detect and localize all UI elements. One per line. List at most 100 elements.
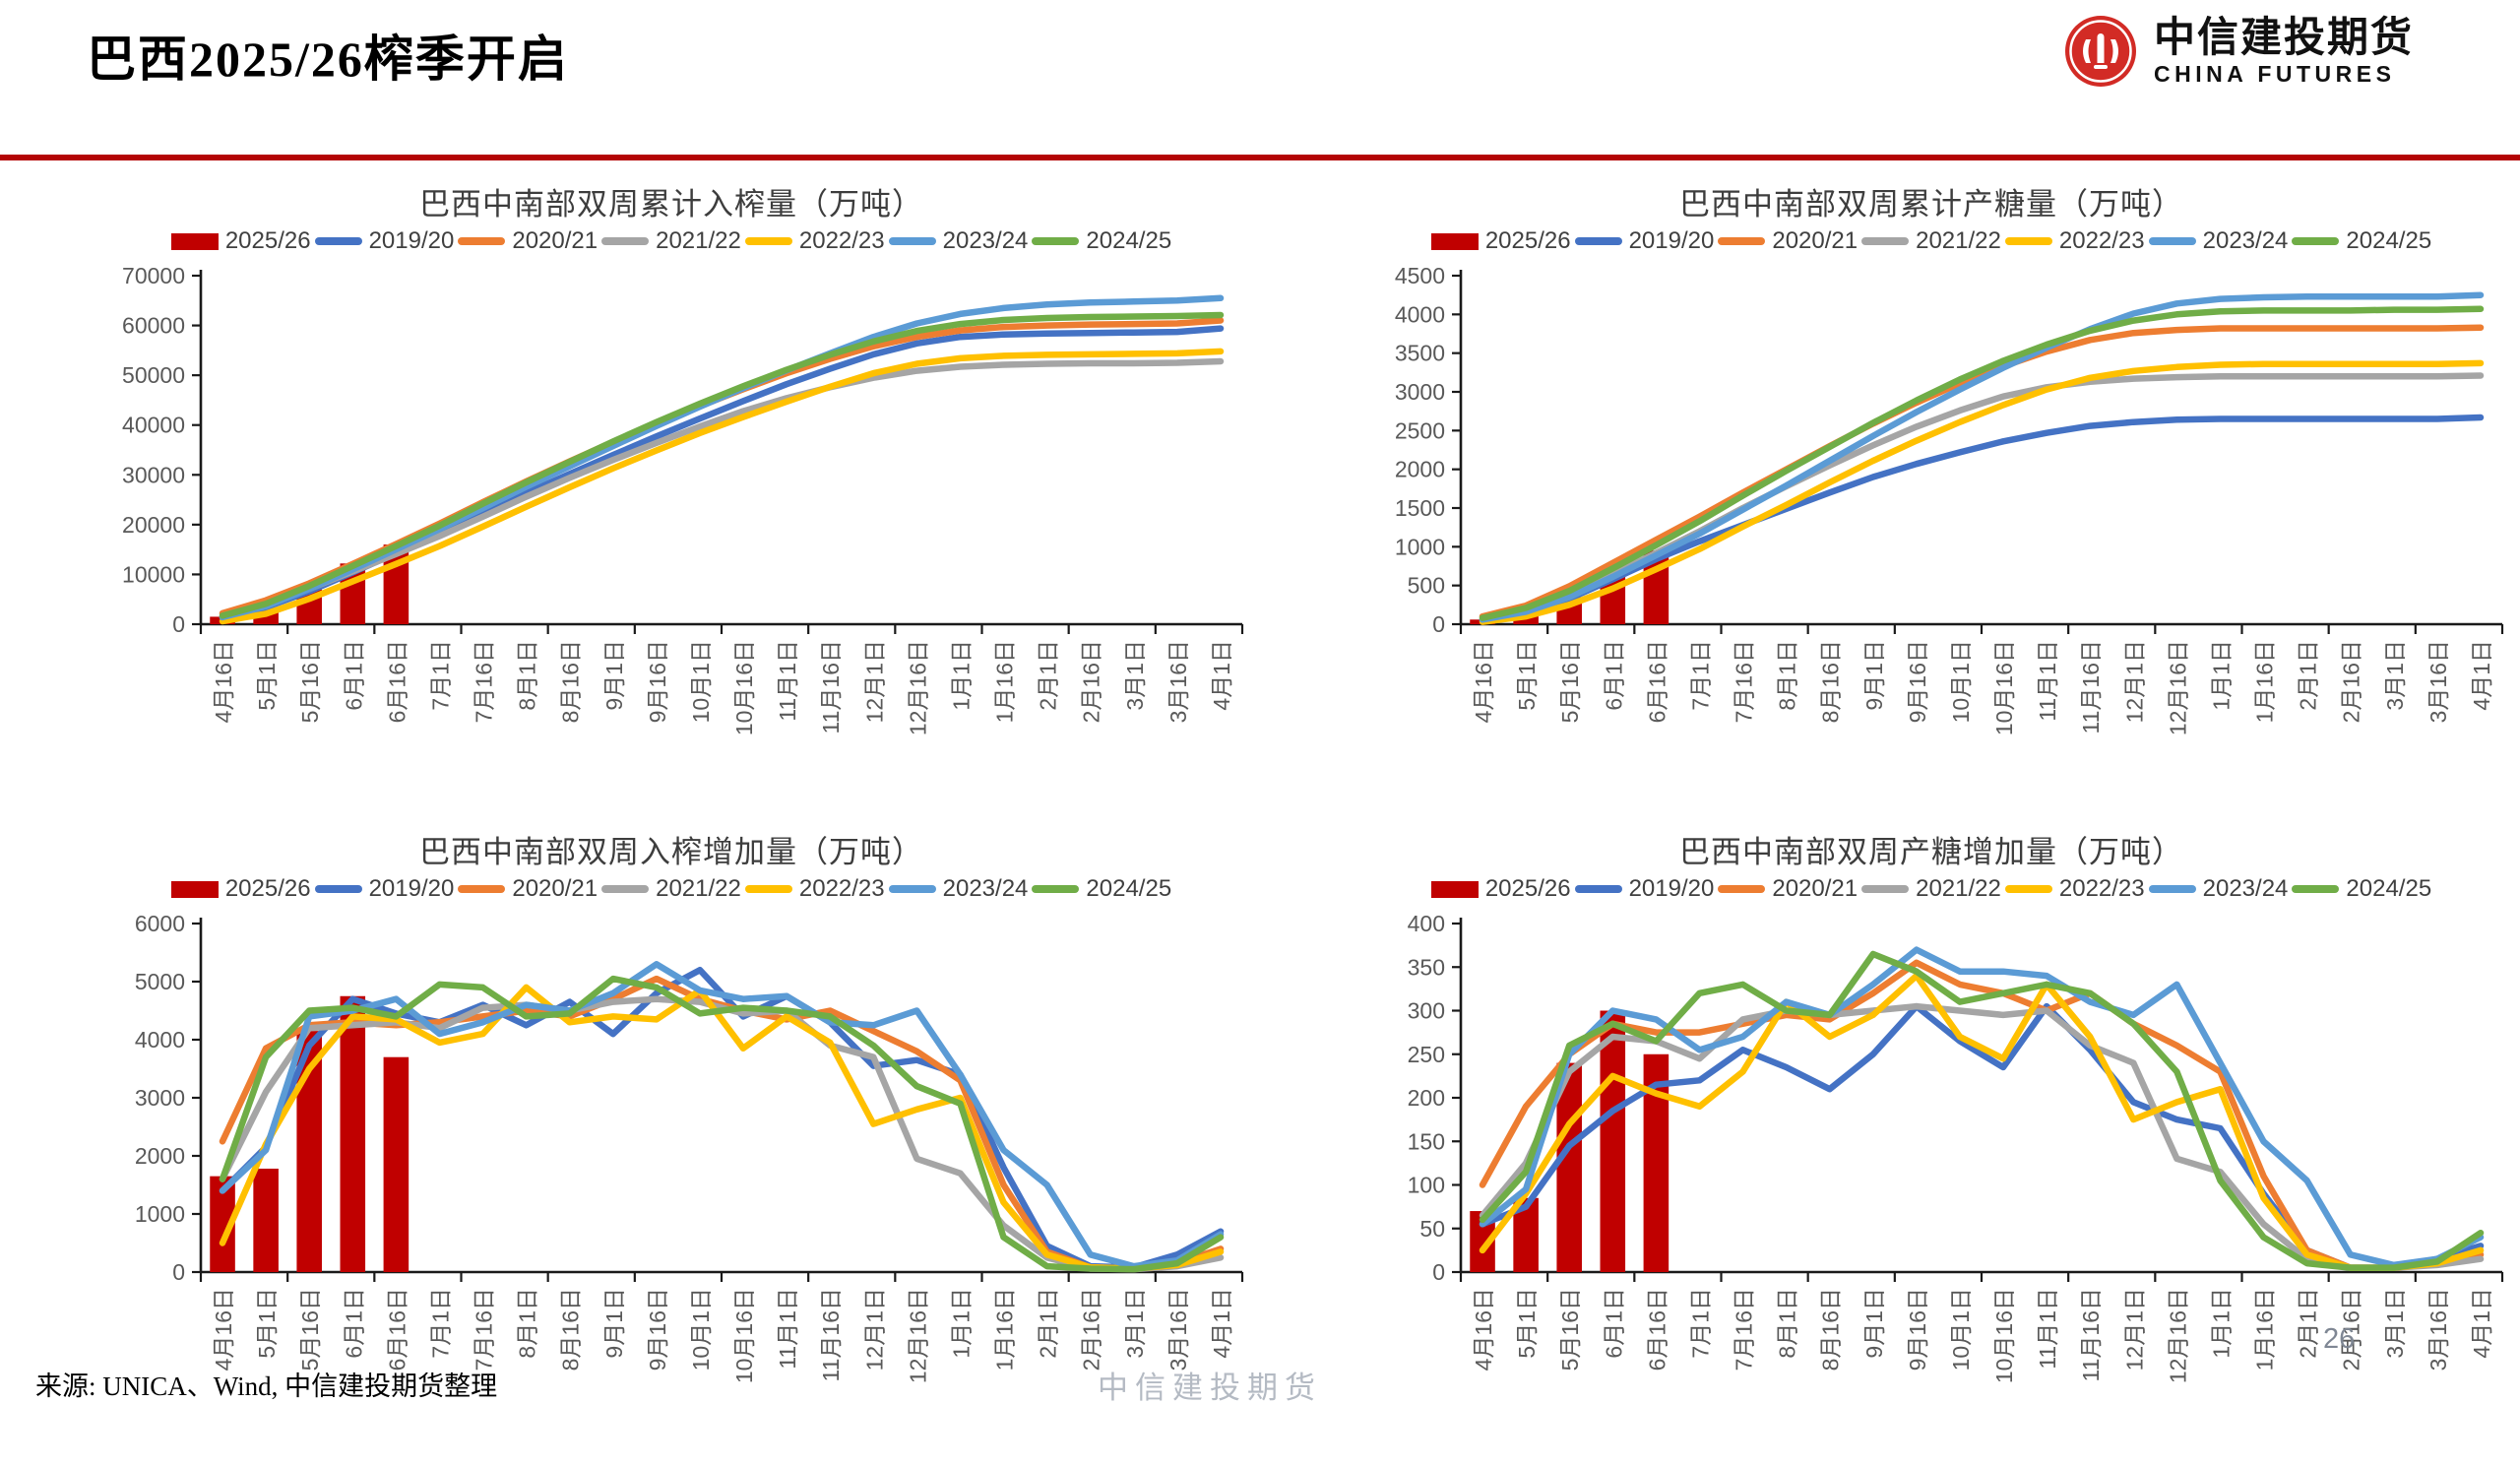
x-axis-tick-label: 5月16日 <box>1557 640 1583 723</box>
y-axis-tick-label: 5000 <box>135 969 185 994</box>
bar <box>383 1056 410 1272</box>
legend-line-swatch-icon <box>744 237 792 245</box>
legend-item-2020-21: 2020/21 <box>458 875 598 903</box>
x-axis-tick-label: 6月16日 <box>384 1288 410 1371</box>
x-axis-tick-label: 9月16日 <box>1905 640 1930 723</box>
y-axis-tick-label: 4000 <box>135 1027 185 1052</box>
chart-biweekly-crush-increment: 巴西中南部双周入榨增加量（万吨） 2025/26 2019/20 2020/21 20… <box>91 827 1252 1467</box>
line-series-2024-25 <box>1479 950 2485 1271</box>
x-axis-tick-label: 3月1日 <box>1122 1288 1148 1359</box>
legend-label: 2025/26 <box>224 227 311 254</box>
legend-item-2021-22: 2021/22 <box>1861 227 2001 255</box>
x-axis-tick-label: 10月16日 <box>1991 640 2017 735</box>
x-axis-tick-label: 6月1日 <box>341 1288 366 1359</box>
legend-item-2024-25: 2024/25 <box>2292 875 2431 903</box>
legend-item-2022-23: 2022/23 <box>2004 875 2145 903</box>
x-axis-tick-label: 2月1日 <box>1036 1288 1061 1359</box>
brand-subtitle: CHINA FUTURES <box>2153 60 2396 87</box>
bar <box>340 995 366 1272</box>
x-axis-tick-label: 7月1日 <box>427 1288 453 1359</box>
legend-item-2025-26: 2025/26 <box>170 875 311 903</box>
axes: 0 10000 20000 30000 40000 50000 60000 70000 4月16… <box>122 263 1244 735</box>
legend-bar-swatch-icon <box>170 880 219 898</box>
x-axis-tick-label: 10月16日 <box>731 1288 757 1383</box>
x-axis-tick-label: 12月16日 <box>2165 1288 2190 1383</box>
x-axis-tick-label: 5月16日 <box>297 1288 323 1371</box>
x-axis-tick-label: 1月16日 <box>2252 640 2278 723</box>
legend-item-2023-24: 2023/24 <box>888 227 1028 255</box>
legend-bar-swatch-icon <box>1430 880 1479 898</box>
y-axis-tick-label: 1500 <box>1395 495 1445 521</box>
source-note: 来源: UNICA、Wind, 中信建投期货整理 <box>35 1371 498 1401</box>
legend-label: 2024/25 <box>1086 875 1172 902</box>
legend-label: 2023/24 <box>942 875 1029 902</box>
y-axis-tick-label: 3000 <box>135 1085 185 1111</box>
x-axis-tick-label: 2月1日 <box>1036 640 1061 711</box>
y-axis-tick-label: 10000 <box>122 561 185 587</box>
legend-line-swatch-icon <box>1032 237 1080 245</box>
legend-line-swatch-icon <box>744 885 792 893</box>
legend-item-2019-20: 2019/20 <box>1574 875 1714 903</box>
line-series-2020-21 <box>1479 324 2485 620</box>
chart-legend: 2025/26 2019/20 2020/21 2021/22 2022/23 2023/… <box>91 224 1252 258</box>
x-axis-tick-label: 7月1日 <box>1687 1288 1713 1359</box>
y-axis-tick-label: 250 <box>1408 1042 1445 1067</box>
y-axis-tick-label: 2000 <box>1395 457 1445 482</box>
legend-line-swatch-icon <box>1861 237 1910 245</box>
x-axis-tick-label: 8月16日 <box>558 1288 584 1371</box>
y-axis-tick-label: 6000 <box>135 911 185 936</box>
x-axis-tick-label: 3月16日 <box>2426 640 2451 723</box>
legend-item-2020-21: 2020/21 <box>1718 875 1858 903</box>
x-axis-tick-label: 4月1日 <box>1209 640 1234 711</box>
legend-item-2019-20: 2019/20 <box>314 875 454 903</box>
x-axis-tick-label: 3月1日 <box>2382 1288 2408 1359</box>
x-axis-tick-label: 2月16日 <box>2339 1288 2364 1371</box>
x-axis-tick-label: 3月16日 <box>2426 1288 2451 1371</box>
legend-item-2021-22: 2021/22 <box>1861 875 2001 903</box>
x-axis-tick-label: 4月16日 <box>1471 640 1496 723</box>
chart-plot-area: 0 50 100 150 200 250 300 350 400 4月16日 5月1日 5月16日 6月… <box>1408 911 2504 1383</box>
legend-label: 2020/21 <box>1772 227 1858 254</box>
line-series-2023-24 <box>219 294 1225 621</box>
y-axis-tick-label: 0 <box>172 611 185 637</box>
x-axis-tick-label: 11月16日 <box>818 640 844 734</box>
x-axis-tick-label: 11月16日 <box>2078 640 2104 734</box>
y-axis-tick-label: 2500 <box>1395 417 1445 443</box>
legend-item-2025-26: 2025/26 <box>1430 875 1571 903</box>
x-axis-tick-label: 5月1日 <box>254 640 280 711</box>
x-axis-tick-label: 8月1日 <box>1775 1288 1800 1359</box>
x-axis-tick-label: 4月1日 <box>2469 1288 2494 1359</box>
legend-line-swatch-icon <box>1861 885 1910 893</box>
legend-label: 2021/22 <box>1916 227 2001 254</box>
legend-line-swatch-icon <box>1718 885 1766 893</box>
chart-plot-area: 0 1000 2000 3000 4000 5000 6000 4月16日 5月1日 5月16日 6… <box>135 911 1244 1383</box>
legend-label: 2023/24 <box>2202 875 2289 902</box>
legend-line-swatch-icon <box>2148 237 2196 245</box>
legend-item-2020-21: 2020/21 <box>1718 227 1858 255</box>
title-divider-line <box>0 155 2520 160</box>
x-axis-tick-label: 12月16日 <box>905 1288 930 1383</box>
legend-label: 2019/20 <box>368 227 455 254</box>
legend-label: 2020/21 <box>1772 875 1858 902</box>
legend-item-2023-24: 2023/24 <box>888 875 1029 903</box>
legend-label: 2025/26 <box>224 875 311 902</box>
y-axis-tick-label: 0 <box>172 1259 185 1285</box>
line-series-2024-25 <box>219 311 1225 619</box>
y-axis-tick-label: 400 <box>1408 911 1445 936</box>
y-axis-tick-label: 50 <box>1419 1216 1445 1242</box>
y-axis-tick-label: 60000 <box>122 313 185 339</box>
axes: 0 50 100 150 200 250 300 350 400 4月16日 5月1日 5月16日 6月… <box>1408 911 2504 1383</box>
y-axis-tick-label: 4500 <box>1395 263 1445 288</box>
x-axis-tick-label: 1月1日 <box>948 1288 974 1359</box>
legend-item-2025-26: 2025/26 <box>170 227 311 255</box>
legend-item-2023-24: 2023/24 <box>2148 875 2289 903</box>
chart-legend: 2025/26 2019/20 2020/21 2021/22 2022/23 2023/… <box>91 872 1252 906</box>
line-series-2021-22 <box>219 357 1225 620</box>
company-logo: 中信建投期货 CHINA FUTURES <box>2063 14 2414 89</box>
chart-title: 巴西中南部双周入榨增加量（万吨） <box>419 835 923 869</box>
legend-label: 2020/21 <box>512 875 598 902</box>
legend-item-2022-23: 2022/23 <box>744 875 885 903</box>
legend-line-swatch-icon <box>314 237 362 245</box>
x-axis-tick-label: 10月16日 <box>731 640 757 735</box>
bar <box>253 1168 279 1272</box>
